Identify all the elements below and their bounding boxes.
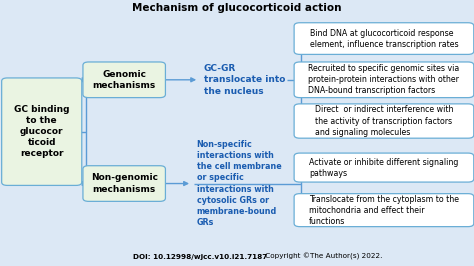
FancyBboxPatch shape [294,23,474,54]
FancyBboxPatch shape [294,194,474,227]
Text: Copyright ©The Author(s) 2022.: Copyright ©The Author(s) 2022. [263,253,383,260]
FancyBboxPatch shape [294,104,474,138]
Text: Translocate from the cytoplasm to the
mitochondria and effect their
functions: Translocate from the cytoplasm to the mi… [309,194,459,226]
FancyBboxPatch shape [83,62,165,98]
Text: Genomic
mechanisms: Genomic mechanisms [92,70,156,90]
Text: Non-specific
interactions with
the cell membrane
or specific
interactions with
c: Non-specific interactions with the cell … [197,140,282,227]
Text: GC-GR
translocate into
the nucleus: GC-GR translocate into the nucleus [204,64,285,96]
Text: Mechanism of glucocorticoid action: Mechanism of glucocorticoid action [132,3,342,13]
FancyBboxPatch shape [2,78,82,185]
Text: Non-genomic
mechanisms: Non-genomic mechanisms [91,173,158,194]
FancyBboxPatch shape [294,62,474,98]
Text: GC binding
to the
glucocor
ticoid
receptor: GC binding to the glucocor ticoid recept… [14,105,70,158]
FancyBboxPatch shape [294,153,474,182]
FancyBboxPatch shape [83,166,165,201]
Text: Activate or inhibite different signaling
pathways: Activate or inhibite different signaling… [309,157,459,178]
Text: Bind DNA at glucocorticoid response
element, influence transcription rates: Bind DNA at glucocorticoid response elem… [310,28,458,49]
Text: Direct  or indirect interference with
the activity of transcription factors
and : Direct or indirect interference with the… [315,105,453,137]
Text: Recruited to specific genomic sites via
protein-protein interactions with other
: Recruited to specific genomic sites via … [308,64,460,95]
Text: DOI: 10.12998/wjcc.v10.i21.7187: DOI: 10.12998/wjcc.v10.i21.7187 [133,254,267,260]
